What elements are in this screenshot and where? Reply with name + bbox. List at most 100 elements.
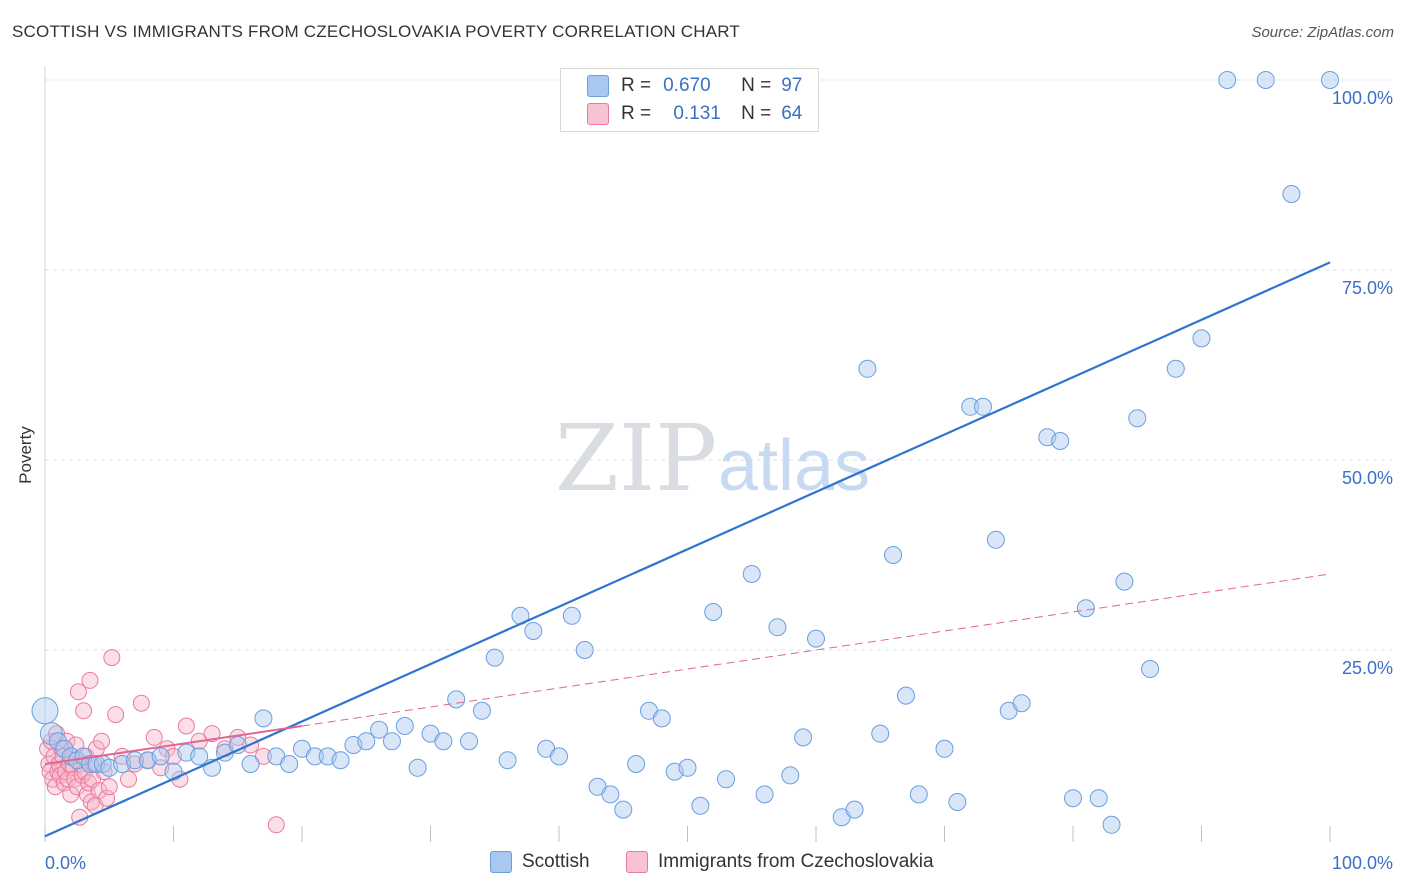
data-point-scottish	[1012, 694, 1031, 713]
trend-lines	[44, 261, 1331, 838]
data-point-scottish	[562, 606, 581, 625]
data-point-scottish	[1192, 329, 1211, 348]
data-point-scottish	[48, 732, 67, 751]
trend-line-scottish	[44, 261, 1331, 838]
data-point-czechoslovakia	[254, 747, 272, 765]
legend-swatch-blue	[587, 75, 609, 97]
data-point-scottish	[974, 397, 993, 416]
x-tick-label: 100.0%	[1332, 853, 1393, 873]
legend-r-value: 0.131	[673, 103, 721, 124]
data-point-scottish	[884, 546, 903, 564]
data-point-scottish	[742, 565, 761, 583]
trend-line-czechoslovakia-dashed	[301, 573, 1331, 727]
data-point-scottish	[935, 739, 954, 758]
data-point-scottish	[704, 603, 723, 621]
data-point-scottish	[241, 755, 260, 773]
data-point-scottish	[717, 770, 736, 789]
data-point-scottish	[1089, 789, 1108, 808]
legend-row-scottish: R = 0.670 N = 97	[587, 73, 802, 99]
y-tick-label: 50.0%	[1342, 468, 1393, 488]
data-point-czechoslovakia	[120, 770, 138, 788]
data-point-scottish	[1282, 185, 1301, 203]
data-point-scottish	[614, 800, 633, 819]
data-point-czechoslovakia	[100, 778, 118, 796]
data-point-scottish	[909, 785, 928, 804]
data-point-czechoslovakia	[177, 717, 195, 735]
tick-labels: 25.0% 50.0% 75.0% 100.0% 0.0% 100.0%	[45, 88, 1393, 873]
data-point-scottish	[691, 796, 710, 815]
data-point-scottish	[1051, 432, 1070, 450]
legend-n-value: 97	[781, 75, 803, 96]
data-point-scottish	[871, 724, 890, 743]
data-point-scottish	[1166, 359, 1185, 378]
data-point-scottish	[498, 751, 517, 770]
data-point-scottish	[434, 732, 453, 751]
legend-n-value: 64	[781, 103, 803, 124]
data-point-czechoslovakia	[95, 763, 113, 781]
data-point-scottish	[755, 785, 774, 804]
data-point-scottish	[280, 755, 299, 773]
data-point-scottish	[986, 530, 1005, 549]
bottom-legend-scottish: Scottish	[490, 851, 590, 873]
data-point-scottish	[550, 747, 568, 766]
data-point-scottish	[331, 751, 350, 770]
data-point-czechoslovakia	[107, 706, 125, 724]
data-point-czechoslovakia	[69, 683, 87, 701]
data-point-scottish	[408, 758, 427, 777]
legend-swatch-pink	[587, 103, 609, 125]
data-point-scottish	[485, 648, 504, 667]
source-label: Source: ZipAtlas.com	[1251, 24, 1394, 41]
data-point-scottish	[845, 800, 864, 819]
data-point-scottish	[1064, 789, 1082, 808]
data-point-scottish	[382, 732, 401, 751]
data-point-scottish	[460, 732, 479, 751]
data-point-scottish	[1218, 71, 1237, 89]
data-point-scottish	[447, 690, 466, 709]
correlation-legend: R = 0.670 N = 97 R = 0.131 N = 64	[560, 68, 819, 132]
y-tick-label: 75.0%	[1342, 278, 1393, 298]
data-point-scottish	[1115, 572, 1134, 591]
watermark: ZIP atlas	[555, 405, 870, 512]
data-point-scottish	[357, 732, 376, 751]
data-point-scottish	[781, 766, 800, 785]
data-point-scottish	[305, 747, 324, 766]
y-tick-label: 25.0%	[1342, 658, 1393, 678]
x-tick-label: 0.0%	[45, 853, 86, 873]
data-point-czechoslovakia	[75, 702, 93, 720]
data-point-scottish	[575, 641, 594, 659]
legend-r-label: R =	[621, 75, 652, 96]
data-point-scottish	[768, 618, 787, 637]
data-point-czechoslovakia	[103, 649, 121, 667]
data-point-scottish	[370, 720, 389, 739]
series-czechoslovakia-points	[39, 649, 285, 834]
data-point-scottish	[627, 755, 646, 773]
data-point-czechoslovakia	[81, 671, 99, 689]
series-scottish-points	[31, 71, 1339, 834]
data-point-scottish	[1141, 660, 1160, 678]
data-point-scottish	[794, 728, 813, 747]
watermark-atlas: atlas	[718, 426, 870, 506]
grid-lines	[45, 79, 1392, 651]
bottom-legend-czechoslovakia: Immigrants from Czechoslovakia	[626, 851, 934, 873]
data-point-scottish	[1321, 71, 1339, 89]
data-point-scottish	[1076, 599, 1095, 618]
data-point-scottish	[1102, 815, 1121, 834]
bottom-legend-label: Scottish	[522, 851, 590, 872]
data-point-scottish	[254, 709, 273, 728]
data-point-scottish	[524, 622, 543, 640]
data-point-scottish	[55, 739, 74, 758]
data-point-scottish	[601, 785, 620, 804]
data-point-czechoslovakia	[93, 732, 111, 750]
data-point-scottish	[858, 359, 877, 378]
data-point-scottish	[807, 629, 825, 648]
data-point-czechoslovakia	[267, 816, 285, 834]
trend-line-czechoslovakia-solid	[44, 725, 303, 765]
data-point-scottish	[961, 397, 980, 416]
legend-n-label: N =	[741, 75, 772, 96]
bottom-legend-swatch-blue	[490, 851, 512, 873]
data-point-scottish	[1256, 71, 1275, 89]
data-point-scottish	[652, 709, 671, 728]
data-point-scottish	[164, 762, 183, 781]
data-point-scottish	[151, 747, 170, 766]
axes	[44, 66, 1331, 842]
